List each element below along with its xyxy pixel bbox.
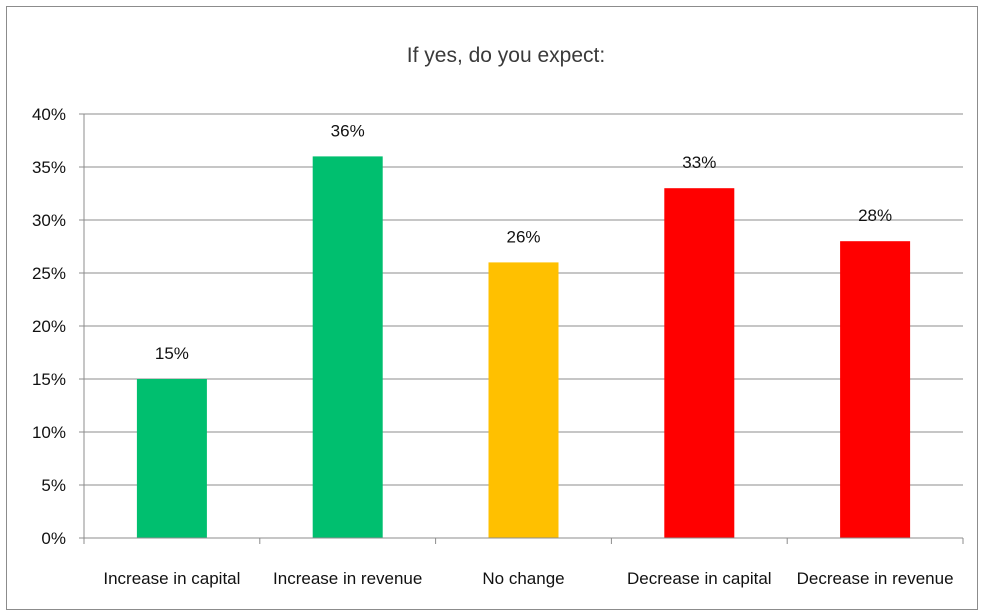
bars (136, 156, 911, 538)
data-label: 26% (506, 227, 540, 246)
y-tick-label: 35% (32, 158, 66, 177)
y-tick-label: 0% (41, 529, 66, 548)
y-tick-label: 25% (32, 264, 66, 283)
y-tick-label: 10% (32, 423, 66, 442)
x-tick-label: Increase in revenue (273, 569, 422, 588)
x-tick-label: Increase in capital (103, 569, 240, 588)
data-label: 15% (155, 344, 189, 363)
chart-title: If yes, do you expect: (407, 44, 605, 67)
y-tick-label: 15% (32, 370, 66, 389)
y-tick-label: 40% (32, 105, 66, 124)
x-tick-label: Decrease in revenue (797, 569, 954, 588)
bar-2 (312, 156, 383, 538)
bar-3 (488, 262, 559, 538)
data-label: 36% (331, 121, 365, 140)
y-tick-label: 20% (32, 317, 66, 336)
bar-1 (136, 379, 207, 538)
y-tick-label: 5% (41, 476, 66, 495)
axes (79, 113, 964, 544)
y-tick-label: 30% (32, 211, 66, 230)
bar-5 (840, 241, 911, 538)
bar-4 (664, 188, 735, 538)
x-tick-label: No change (482, 569, 564, 588)
x-tick-label: Decrease in capital (627, 569, 772, 588)
labels: 0% 5% 10% 15% 20% 25% 30% 35% 40% 15% Increase in … (32, 105, 954, 588)
data-label: 28% (858, 206, 892, 225)
data-label: 33% (682, 153, 716, 172)
